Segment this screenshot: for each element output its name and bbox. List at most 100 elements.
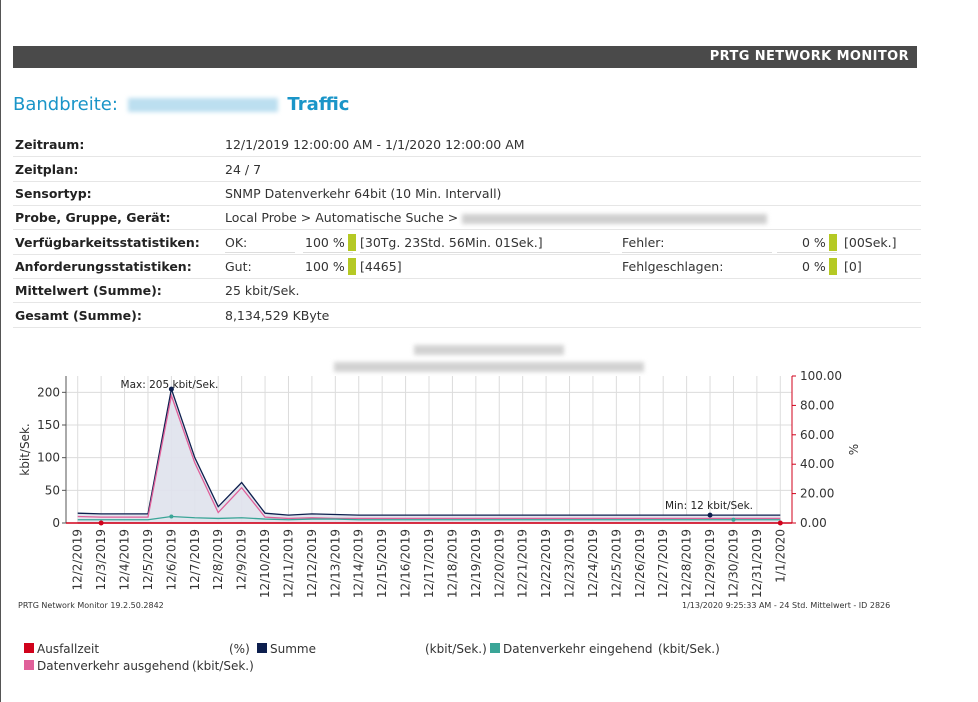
x-tick-label: 12/16/2019 — [399, 529, 413, 598]
anf-gut-count: [4465] — [360, 259, 402, 274]
header-bar: PRTG NETWORK MONITOR — [13, 46, 917, 68]
y-tick-label: 0 — [52, 516, 60, 530]
value-zeitraum: 12/1/2019 12:00:00 AM - 1/1/2020 12:00:0… — [225, 137, 525, 152]
eingehend-marker — [731, 517, 736, 522]
min-marker — [707, 512, 713, 518]
legend-unit-ausfallzeit: (%) — [229, 642, 250, 656]
y-tick-label: 150 — [37, 418, 60, 432]
x-tick-label: 12/13/2019 — [328, 529, 342, 598]
legend-swatch-eingehend — [490, 643, 500, 653]
row-zeitraum: Zeitraum: 12/1/2019 12:00:00 AM - 1/1/20… — [13, 132, 921, 157]
x-tick-label: 12/25/2019 — [609, 529, 623, 598]
label-zeitraum: Zeitraum: — [15, 137, 85, 152]
label-probe: Probe, Gruppe, Gerät: — [15, 210, 171, 225]
x-tick-label: 12/12/2019 — [305, 529, 319, 598]
verf-err-duration: [00Sek.] — [844, 235, 897, 250]
y2-tick-label: 0.00 — [800, 516, 827, 530]
divider — [622, 252, 772, 253]
x-tick-label: 12/28/2019 — [680, 529, 694, 598]
x-tick-label: 12/31/2019 — [750, 529, 764, 598]
plot-background — [66, 376, 792, 523]
row-gesamt: Gesamt (Summe): 8,134,529 KByte — [13, 303, 921, 328]
y2-tick-label: 20.00 — [800, 487, 834, 501]
brand-label: PRTG NETWORK MONITOR — [709, 49, 909, 64]
label-mittelwert: Mittelwert (Summe): — [15, 283, 162, 298]
blurred-device-name — [462, 213, 768, 224]
y-tick-label: 200 — [37, 385, 60, 399]
chart-annotations: Max: 205 kbit/Sek. Min: 12 kbit/Sek. — [98, 379, 783, 526]
x-tick-label: 12/14/2019 — [352, 529, 366, 598]
title-suffix: Traffic — [287, 94, 350, 115]
value-zeitplan: 24 / 7 — [225, 162, 262, 177]
x-tick-label: 12/21/2019 — [516, 529, 530, 598]
x-tick-label: 12/29/2019 — [703, 529, 717, 598]
x-tick-label: 12/2/2019 — [71, 529, 85, 591]
report-title: Bandbreite: Traffic — [13, 94, 349, 115]
series-line-datenverkehr-eingehend — [77, 515, 781, 521]
ausfallzeit-marker — [98, 520, 104, 526]
x-tick-label: 12/23/2019 — [563, 529, 577, 598]
eingehend-marker — [169, 514, 174, 519]
value-probe: Local Probe > Automatische Suche > — [225, 210, 768, 225]
divider — [225, 252, 295, 253]
x-tick-label: 12/4/2019 — [118, 529, 132, 591]
y2-tick-label: 80.00 — [800, 398, 834, 412]
legend-unit-eingehend: (kbit/Sek.) — [658, 642, 720, 656]
x-tick-label: 12/3/2019 — [94, 529, 108, 591]
row-mittelwert: Mittelwert (Summe): 25 kbit/Sek. — [13, 278, 921, 303]
row-probe: Probe, Gruppe, Gerät: Local Probe > Auto… — [13, 205, 921, 230]
x-tick-label: 12/30/2019 — [726, 529, 740, 598]
row-verfuegbarkeit: Verfügbarkeitsstatistiken: OK: 100 % [30… — [13, 230, 921, 255]
chart-footer-right: 1/13/2020 9:25:33 AM - 24 Std. Mittelwer… — [682, 601, 891, 610]
row-zeitplan: Zeitplan: 24 / 7 — [13, 157, 921, 182]
divider — [360, 252, 610, 253]
x-tick-label: 12/27/2019 — [656, 529, 670, 598]
max-annotation: Max: 205 kbit/Sek. — [121, 379, 219, 391]
chart-title-blurred — [0, 340, 978, 359]
x-tick-label: 12/8/2019 — [211, 529, 225, 591]
chart-area-fill — [77, 389, 781, 523]
ok-bar — [347, 233, 356, 251]
legend-unit-ausgehend: (kbit/Sek.) — [192, 659, 254, 673]
anf-gut-pct: 100 % — [305, 259, 345, 274]
verf-err-pct: 0 % — [802, 235, 826, 250]
label-gesamt: Gesamt (Summe): — [15, 308, 142, 323]
title-prefix: Bandbreite: — [13, 94, 118, 115]
anf-fail-pct: 0 % — [802, 259, 826, 274]
probe-path: Local Probe > Automatische Suche > — [225, 210, 459, 225]
verf-ok-label: OK: — [225, 235, 248, 250]
series-line-summe — [77, 386, 781, 516]
anf-fail-label: Fehlgeschlagen: — [622, 259, 724, 274]
ok-bar — [828, 233, 837, 251]
x-tick-label: 12/10/2019 — [258, 529, 272, 598]
chart-lines — [77, 386, 781, 524]
value-mittelwert: 25 kbit/Sek. — [225, 283, 300, 298]
series-line-datenverkehr-ausgehend — [77, 393, 781, 520]
summe-area — [77, 389, 781, 523]
verf-err-pct-cell: 0 % — [802, 233, 837, 251]
x-tick-label: 12/24/2019 — [586, 529, 600, 598]
legend-label-eingehend: Datenverkehr eingehend — [503, 642, 653, 656]
legend-label-ausfallzeit: Ausfallzeit — [37, 642, 100, 656]
x-tick-label: 12/22/2019 — [539, 529, 553, 598]
verf-ok-pct-cell: 100 % — [305, 233, 356, 251]
legend-label-ausgehend: Datenverkehr ausgehend — [37, 659, 190, 673]
row-sensortyp: Sensortyp: SNMP Datenverkehr 64bit (10 M… — [13, 181, 921, 206]
x-tick-label: 12/18/2019 — [445, 529, 459, 598]
y2-tick-label: 60.00 — [800, 428, 834, 442]
blurred-sensor-name — [127, 98, 278, 112]
anf-gut-label: Gut: — [225, 259, 252, 274]
value-sensortyp: SNMP Datenverkehr 64bit (10 Min. Interva… — [225, 186, 502, 201]
x-tick-label: 12/7/2019 — [188, 529, 202, 591]
window-border — [0, 0, 1, 702]
divider — [303, 252, 353, 253]
min-annotation: Min: 12 kbit/Sek. — [665, 500, 753, 512]
legend-label-summe: Summe — [270, 642, 316, 656]
x-tick-label: 12/9/2019 — [235, 529, 249, 591]
label-verfuegbarkeit: Verfügbarkeitsstatistiken: — [15, 235, 200, 250]
y-tick-label: 100 — [37, 451, 60, 465]
ok-bar — [828, 257, 837, 275]
chart-footer-left: PRTG Network Monitor 19.2.50.2842 — [18, 601, 164, 610]
max-marker — [168, 386, 174, 392]
divider — [777, 252, 837, 253]
